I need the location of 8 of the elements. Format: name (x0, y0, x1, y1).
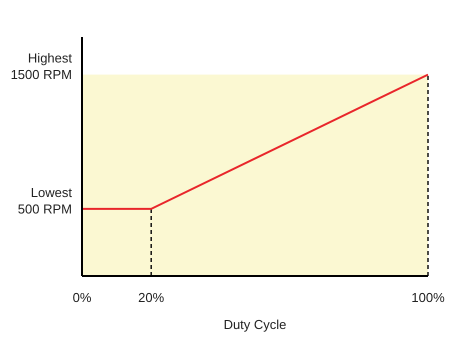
text: Highest (28, 50, 72, 66)
x-tick-label: 0% (72, 290, 92, 305)
y-tick-label: 1500 RPM (10, 67, 72, 82)
x-tick-label: 100% (411, 290, 446, 305)
x-axis-title: Duty Cycle (224, 317, 286, 332)
x-tick-label: 20% (138, 290, 165, 305)
text: Lowest (30, 184, 72, 200)
y-tick-label: 500 RPM (18, 201, 72, 216)
